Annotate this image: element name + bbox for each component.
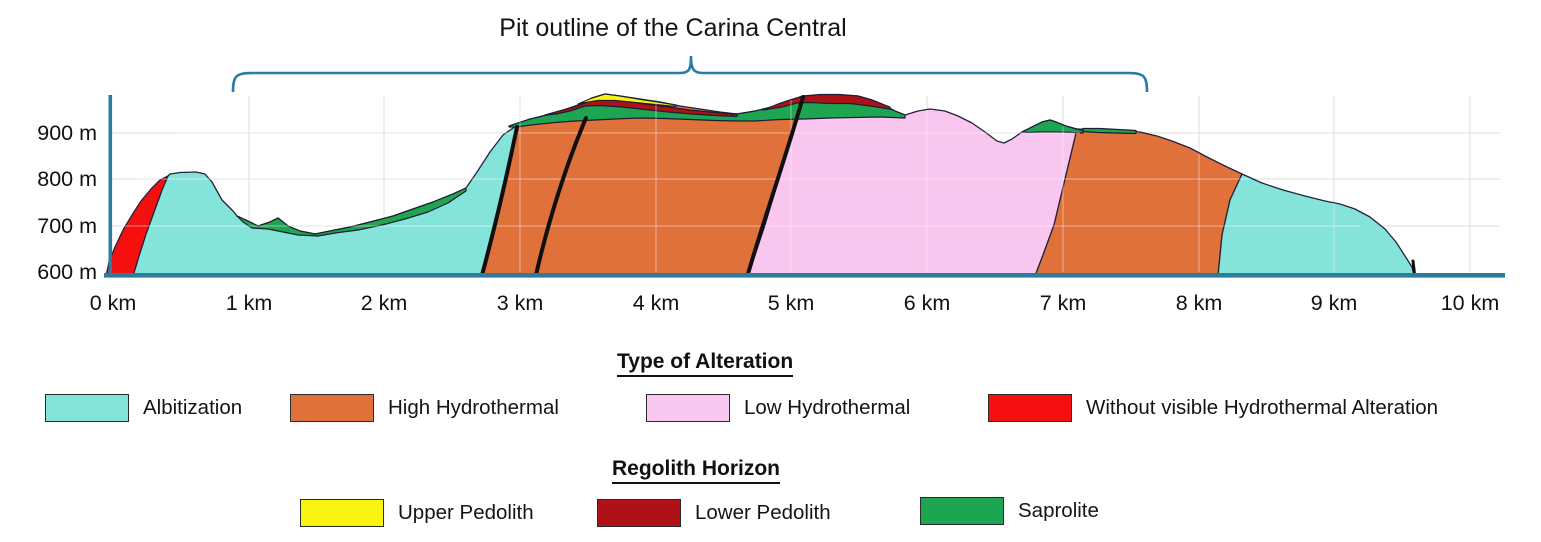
x-tick-label: 2 km (361, 291, 408, 315)
y-tick-label: 900 m (37, 121, 97, 145)
legend-label: Saprolite (1018, 499, 1099, 522)
legend-item-albitization: Albitization (45, 394, 242, 422)
x-axis-baseline (104, 273, 1505, 278)
saprolite-layer-valley (236, 187, 467, 237)
legend-item-saprolite: Saprolite (920, 497, 1099, 525)
x-tick-label: 4 km (633, 291, 680, 315)
no-alteration-swatch (988, 394, 1072, 422)
legend-label: Lower Pedolith (695, 501, 831, 524)
lower-pedolith-swatch (597, 499, 681, 527)
legend-label: High Hydrothermal (388, 396, 559, 419)
y-tick-label: 800 m (37, 167, 97, 191)
albitization-zone-west (132, 125, 517, 277)
gridlines-over-terrain (120, 100, 1360, 272)
regolith-legend-title: Regolith Horizon (612, 457, 780, 484)
upper-pedolith-swatch (300, 499, 384, 527)
legend-item-no-alteration: Without visible Hydrothermal Alteration (988, 394, 1438, 422)
x-tick-label: 0 km (90, 291, 137, 315)
cross-section-plot: 900 m 800 m 700 m 600 m 0 km 1 km 2 km 3… (37, 14, 1505, 315)
x-tick-label: 10 km (1441, 291, 1500, 315)
albitization-zone-east (1217, 173, 1415, 277)
x-tick-labels: 0 km 1 km 2 km 3 km 4 km 5 km 6 km 7 km … (90, 291, 1500, 315)
fault-line-5km (746, 95, 805, 276)
fault-line-3km (480, 125, 519, 277)
legend-label: Upper Pedolith (398, 501, 534, 524)
legend-item-high-hydrothermal: High Hydrothermal (290, 394, 559, 422)
x-tick-label: 7 km (1040, 291, 1087, 315)
alteration-legend-title: Type of Alteration (617, 350, 794, 377)
saprolite-swatch (920, 497, 1004, 525)
high-hydrothermal-swatch (290, 394, 374, 422)
x-tick-label: 5 km (768, 291, 815, 315)
low-hydrothermal-swatch (646, 394, 730, 422)
legend-label: Albitization (143, 396, 243, 419)
x-tick-label: 3 km (497, 291, 544, 315)
upper-pedolith-layer (577, 93, 677, 108)
legend-item-low-hydrothermal: Low Hydrothermal (646, 394, 910, 422)
saprolite-strip-7-5km (1082, 127, 1137, 135)
terrain-end-tick (1411, 259, 1416, 276)
legend-item-upper-pedolith: Upper Pedolith (300, 499, 534, 527)
saprolite-patch-7km (1021, 119, 1084, 134)
x-tick-label: 9 km (1311, 291, 1358, 315)
albitization-swatch (45, 394, 129, 422)
legend-item-lower-pedolith: Lower Pedolith (597, 499, 831, 527)
y-axis (108, 95, 113, 277)
x-tick-label: 6 km (904, 291, 951, 315)
legend-label: Without visible Hydrothermal Alteration (1086, 396, 1439, 419)
chart-title: Pit outline of the Carina Central (499, 14, 846, 42)
y-tick-label: 600 m (37, 260, 97, 284)
y-tick-label: 700 m (37, 214, 97, 238)
x-tick-label: 8 km (1176, 291, 1223, 315)
fault-line-3-5km (534, 116, 588, 277)
y-tick-labels: 900 m 800 m 700 m 600 m (37, 121, 97, 284)
no-alteration-zone (105, 175, 169, 277)
x-tick-label: 1 km (226, 291, 273, 315)
pit-outline-bracket (231, 55, 1149, 93)
lower-pedolith-layer-east (762, 93, 891, 111)
legend-label: Low Hydrothermal (744, 396, 911, 419)
